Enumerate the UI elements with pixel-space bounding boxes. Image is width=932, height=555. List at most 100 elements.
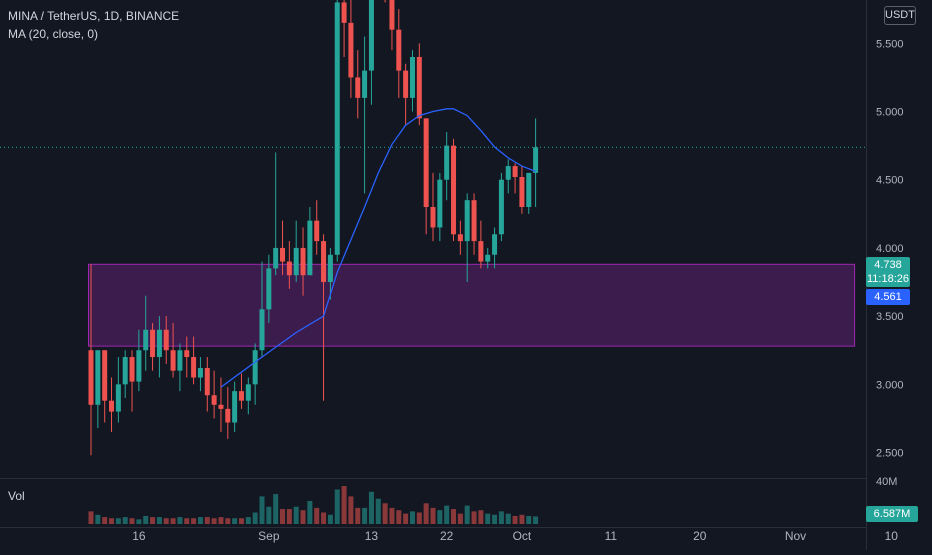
candle-body [286, 261, 292, 276]
volume-bar [129, 518, 135, 524]
price-tick-label: 5.000 [876, 107, 904, 119]
volume-bar [95, 514, 101, 524]
volume-bar [478, 510, 484, 524]
candle-body [191, 357, 197, 378]
candle-body [512, 166, 518, 178]
candle-body [437, 179, 443, 228]
volume-bar [533, 516, 539, 524]
volume-bar [382, 503, 388, 524]
candle-body [457, 234, 463, 242]
candle-body [348, 22, 354, 78]
candle-body [478, 241, 484, 262]
candle-body [273, 247, 279, 269]
volume-bar [327, 514, 333, 524]
volume-bar [280, 509, 286, 524]
candle-body [293, 247, 299, 276]
volume-bar [115, 518, 121, 524]
candle-body [505, 166, 511, 180]
price-tick-label: 4.500 [876, 175, 904, 187]
time-axis-label: Sep [258, 529, 280, 543]
candle-body [471, 200, 477, 242]
volume-bar [444, 505, 450, 524]
volume-bar [252, 512, 258, 524]
candle-body [115, 384, 121, 412]
candle-body [300, 247, 306, 276]
candle-body [211, 395, 217, 405]
candle-body [485, 254, 491, 262]
time-axis-label: Oct [513, 529, 532, 543]
volume-bar [225, 518, 231, 524]
support-zone [88, 263, 856, 347]
bar-countdown: 11:18:26 [866, 273, 909, 285]
candle-body [334, 2, 340, 255]
candle-body [492, 234, 498, 255]
candle-body [519, 177, 525, 208]
candle-body [368, 0, 374, 71]
volume-bar [498, 511, 504, 524]
volume-bar [471, 511, 477, 524]
volume-bar [451, 509, 457, 524]
volume-bar [492, 514, 498, 524]
volume-bar [341, 486, 347, 524]
candle-body [362, 70, 368, 98]
volume-bar [355, 507, 361, 524]
volume-bar [348, 496, 354, 524]
candle-body [389, 0, 395, 30]
ma-line [220, 108, 536, 388]
candle-body [526, 172, 532, 208]
volume-bar [143, 515, 149, 524]
volume-bar [211, 518, 217, 524]
candle-body [95, 350, 101, 405]
volume-bar [368, 491, 374, 524]
volume-bar [375, 498, 381, 524]
ma-legend[interactable]: MA (20, close, 0) [8, 27, 99, 41]
candle-body [423, 118, 429, 208]
price-tick-label: 4.000 [876, 243, 904, 255]
candle-body [122, 357, 128, 385]
volume-bar [396, 510, 402, 524]
candle-body [245, 384, 251, 401]
candle-body [143, 329, 149, 351]
price-tick-label: 2.500 [876, 448, 904, 460]
time-axis-label: Nov [785, 529, 806, 543]
volume-bar [512, 515, 518, 524]
volume-bar [184, 518, 190, 524]
candle-body [307, 220, 313, 276]
volume-bar [321, 512, 327, 524]
volume-bar [430, 507, 436, 524]
symbol-legend[interactable]: MINA / TetherUS, 1D, BINANCE [8, 9, 180, 23]
volume-bar [170, 518, 176, 524]
volume-bar [204, 517, 210, 524]
candle-body [416, 56, 422, 119]
volume-bar [150, 517, 156, 524]
candle-body [88, 350, 94, 405]
candle-body [197, 367, 203, 378]
price-tick-label: 5.500 [876, 38, 904, 50]
candle-body [252, 350, 258, 385]
candle-body [280, 247, 286, 262]
volume-bar [259, 496, 265, 524]
candle-body [498, 179, 504, 235]
candle-body [184, 350, 190, 358]
candle-body [314, 220, 320, 242]
candle-body [204, 367, 210, 396]
volume-bar [423, 503, 429, 524]
volume-bar [485, 513, 491, 524]
currency-button[interactable]: USDT [884, 6, 916, 25]
volume-bar [362, 507, 368, 524]
ma-value-badge: 4.561 [866, 289, 910, 305]
time-axis-label: 10 [885, 529, 899, 543]
volume-bar [238, 518, 244, 524]
candle-body [341, 2, 347, 23]
volume-legend[interactable]: Vol [8, 489, 25, 503]
candle-body [464, 200, 470, 242]
candle-body [451, 145, 457, 235]
candle-body [129, 357, 135, 382]
candle-body [136, 350, 142, 382]
candle-body [177, 350, 183, 371]
volume-bar [307, 501, 313, 524]
time-axis-label: 22 [440, 529, 454, 543]
